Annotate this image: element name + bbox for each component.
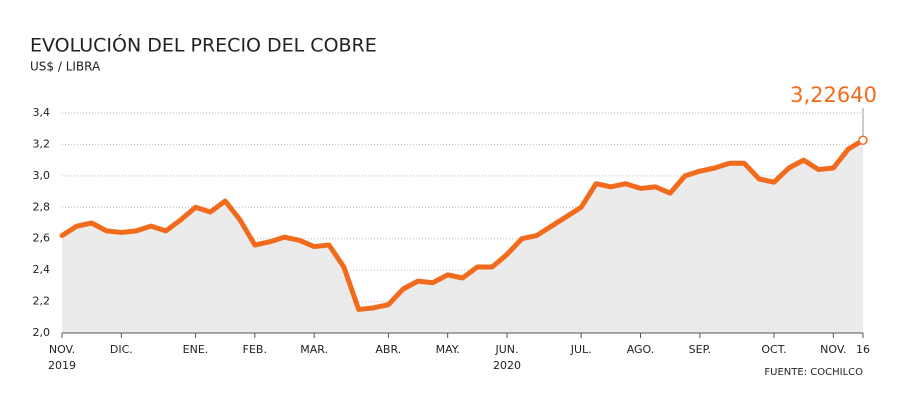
- line: [59, 137, 866, 312]
- y-tick-label: 3,0: [33, 169, 51, 182]
- y-tick-label: 2,8: [33, 200, 51, 213]
- y-tick-label: 2,0: [33, 326, 51, 339]
- x-tick-label: NOV.: [49, 343, 75, 356]
- source: FUENTE: COCHILCO: [764, 367, 863, 378]
- x-tick-label: ABR.: [375, 343, 401, 356]
- chart-title: EVOLUCIÓN DEL PRECIO DEL COBRE: [30, 33, 377, 57]
- area: [62, 140, 863, 333]
- x-tick-label: DIC.: [110, 343, 133, 356]
- x-tick-label: OCT.: [761, 343, 786, 356]
- annotation-marker: [858, 135, 868, 146]
- x-tick-label: NOV.: [820, 343, 846, 356]
- x-tick-label: 16: [856, 343, 870, 356]
- year-label: 2019: [48, 359, 76, 372]
- year-label: 2020: [493, 359, 521, 372]
- y-tick-label: 3,4: [33, 106, 51, 119]
- y-tick-label: 2,6: [33, 232, 51, 245]
- y-tick-label: 2,4: [33, 263, 51, 276]
- x-tick-label: SEP.: [689, 343, 711, 356]
- x-tick-label: MAY.: [436, 343, 460, 356]
- chart-subtitle: US$ / LIBRA: [30, 60, 101, 74]
- x-tick-label: AGO.: [627, 343, 655, 356]
- x-tick-label: ENE.: [183, 343, 209, 356]
- annotation-label: 3,22640: [790, 83, 877, 107]
- y-tick-label: 2,2: [33, 295, 51, 308]
- y-tick-label: 3,2: [33, 137, 51, 150]
- x-tick-label: FEB.: [243, 343, 267, 356]
- x-tick-label: JUL.: [570, 343, 592, 356]
- x-tick-label: MAR.: [300, 343, 328, 356]
- x-tick-label: JUN.: [494, 343, 518, 356]
